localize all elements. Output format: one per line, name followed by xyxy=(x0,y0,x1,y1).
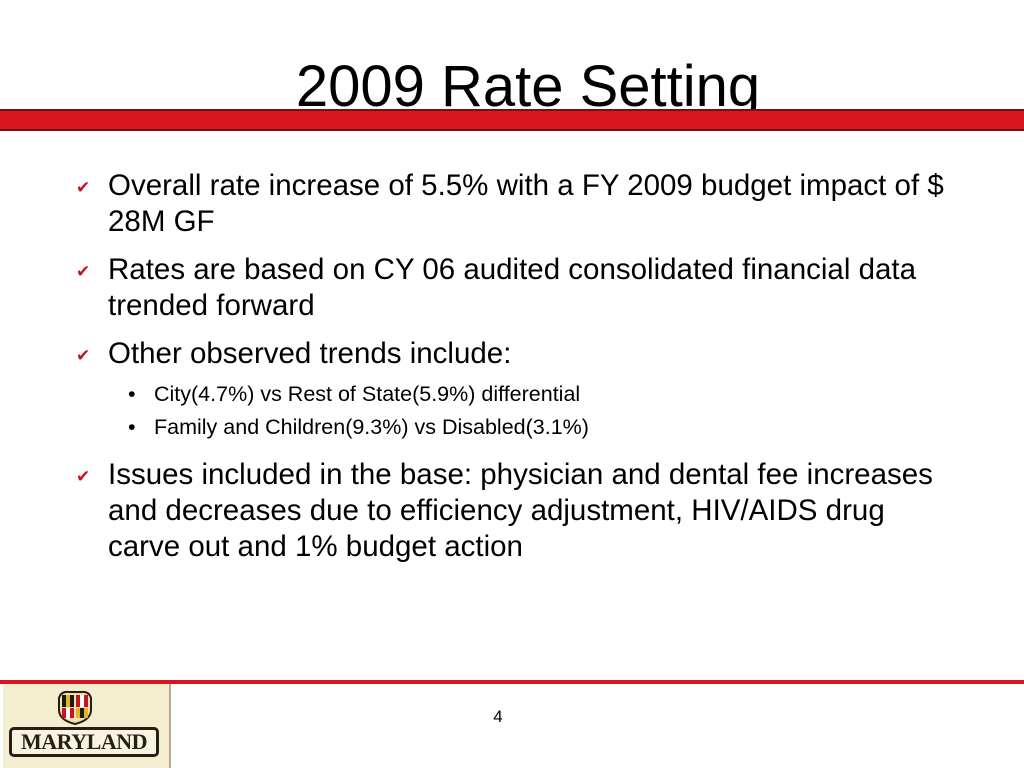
bullet-text: Other observed trends include: xyxy=(108,337,512,370)
slide-title: 2009 Rate Setting xyxy=(295,54,761,119)
bullet-text: Overall rate increase of 5.5% with a FY … xyxy=(108,169,944,238)
footer-divider xyxy=(0,680,1024,684)
checkmark-icon: ✔ xyxy=(76,346,91,365)
bullet-item: ✔ Other observed trends include: xyxy=(76,336,956,372)
sub-bullet-text: Family and Children(9.3%) vs Disabled(3.… xyxy=(154,415,589,439)
bullet-item: ✔ Overall rate increase of 5.5% with a F… xyxy=(76,168,956,240)
maryland-logo: MARYLAND xyxy=(3,684,171,768)
sub-bullet-item: • Family and Children(9.3%) vs Disabled(… xyxy=(76,413,956,441)
checkmark-icon: ✔ xyxy=(76,262,91,281)
maryland-flag-seal-icon xyxy=(58,690,92,726)
title-divider-bar xyxy=(0,109,1024,131)
bullet-item: ✔ Issues included in the base: physician… xyxy=(76,457,956,565)
checkmark-icon: ✔ xyxy=(76,467,91,486)
dot-icon: • xyxy=(128,382,136,406)
checkmark-icon: ✔ xyxy=(76,178,91,197)
page-number: 4 xyxy=(493,707,503,726)
slide-content: ✔ Overall rate increase of 5.5% with a F… xyxy=(76,168,956,577)
bullet-text: Rates are based on CY 06 audited consoli… xyxy=(108,253,916,322)
maryland-wordmark: MARYLAND xyxy=(9,727,159,757)
dot-icon: • xyxy=(128,415,136,439)
sub-bullet-text: City(4.7%) vs Rest of State(5.9%) differ… xyxy=(154,382,581,406)
sub-bullet-item: • City(4.7%) vs Rest of State(5.9%) diff… xyxy=(76,380,956,408)
bullet-text: Issues included in the base: physician a… xyxy=(108,458,933,563)
bullet-item: ✔ Rates are based on CY 06 audited conso… xyxy=(76,252,956,324)
